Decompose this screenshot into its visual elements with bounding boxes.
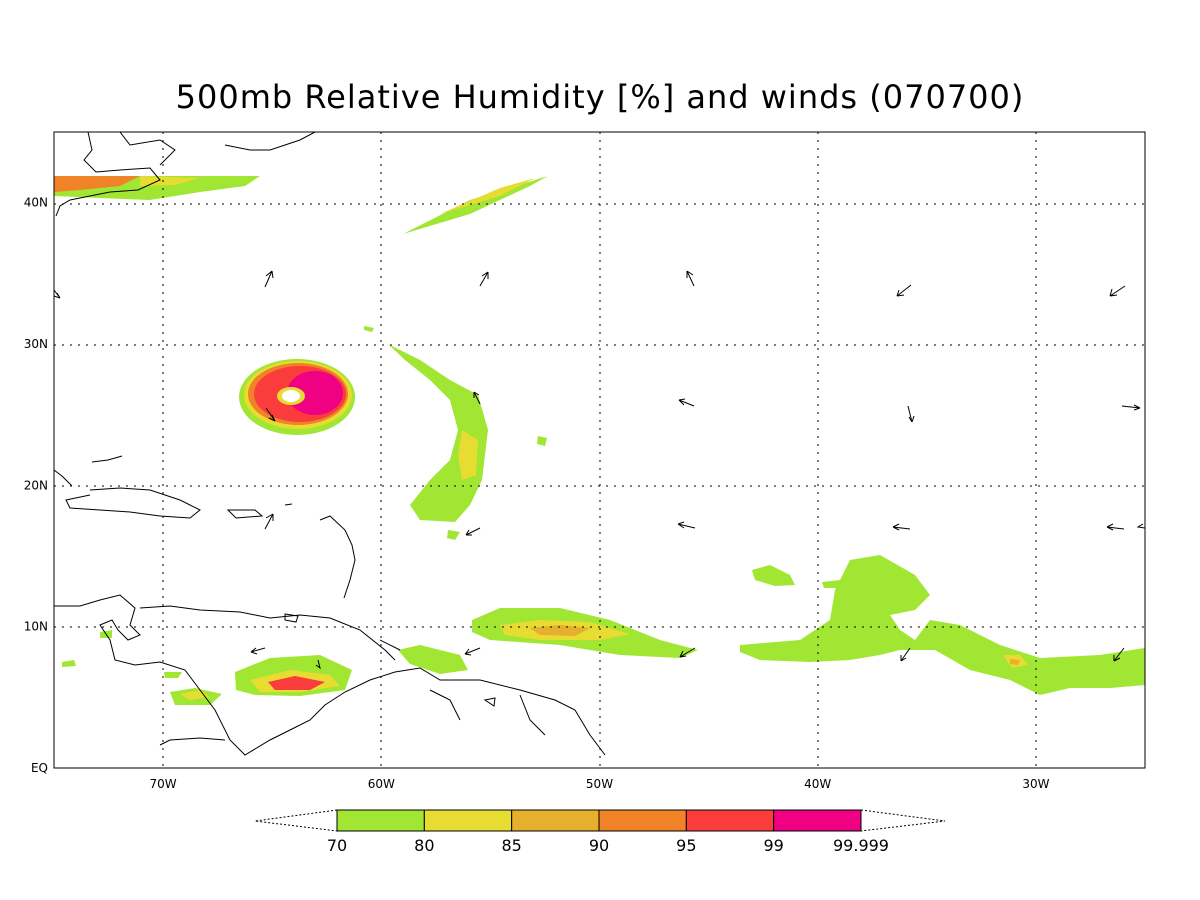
- colorbar-label: 80: [414, 836, 434, 855]
- humidity-region-central-arc: [388, 344, 488, 522]
- humidity-region-east-band: [740, 555, 1145, 695]
- latitude-axis-labels: EQ 10N 20N 30N 40N: [24, 196, 48, 775]
- humidity-region-streak-40n: [403, 176, 548, 234]
- longitude-tick-label: 50W: [586, 777, 613, 791]
- coastlines: [54, 132, 606, 756]
- longitude-axis-labels: 70W 60W 50W 40W 30W: [150, 777, 1050, 791]
- colorbar-swatch: [598, 809, 687, 832]
- colorbar-left-extension: [254, 809, 338, 832]
- hurricane-humidity-ring: [239, 359, 355, 435]
- latitude-tick-label: 30N: [24, 337, 48, 351]
- colorbar-right-extension: [860, 809, 946, 832]
- colorbar-label: 70: [327, 836, 347, 855]
- colorbar-label: 90: [589, 836, 609, 855]
- grid-lines: [54, 132, 1145, 768]
- colorbar-label: 85: [501, 836, 521, 855]
- map-frame: [53, 131, 1146, 769]
- latitude-tick-label: 20N: [24, 478, 48, 492]
- wind-vectors: [53, 270, 1146, 670]
- humidity-region-ne-coast-high: [54, 176, 140, 192]
- colorbar-label: 99: [763, 836, 783, 855]
- colorbar-swatch: [685, 809, 775, 832]
- latitude-tick-label: EQ: [31, 761, 48, 775]
- longitude-tick-label: 70W: [150, 777, 177, 791]
- colorbar-swatch: [773, 809, 862, 832]
- latitude-tick-label: 10N: [24, 620, 48, 634]
- humidity-contours: [54, 176, 1145, 705]
- latitude-tick-label: 40N: [24, 196, 48, 210]
- longitude-tick-label: 60W: [368, 777, 395, 791]
- map-title: 500mb Relative Humidity [%] and winds (0…: [175, 78, 1025, 116]
- longitude-tick-label: 40W: [804, 777, 831, 791]
- colorbar-label: 99.999: [833, 836, 889, 855]
- colorbar-label: 95: [676, 836, 696, 855]
- colorbar-swatch: [336, 809, 425, 832]
- colorbar-swatch: [511, 809, 600, 832]
- longitude-tick-label: 30W: [1022, 777, 1049, 791]
- colorbar-swatch: [423, 809, 513, 832]
- colorbar: 70 80 85 90 95 99 99.999: [254, 809, 946, 855]
